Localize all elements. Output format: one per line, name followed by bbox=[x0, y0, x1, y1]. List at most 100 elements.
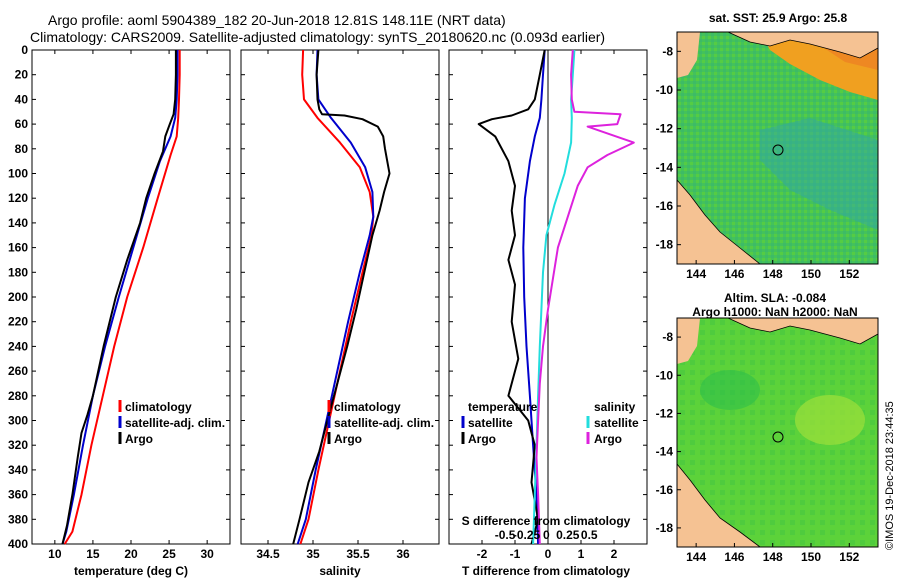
y-tick-label: 80 bbox=[15, 142, 29, 156]
sst-map-cool-region bbox=[760, 118, 878, 230]
map-y-tick-label: -12 bbox=[656, 406, 674, 420]
temperature-xlabel: temperature (deg C) bbox=[74, 564, 188, 578]
map-y-tick-label: -16 bbox=[656, 199, 674, 213]
sst-map-argo-location bbox=[772, 144, 784, 156]
sla-map-title-line2: Argo h1000: NaN h2000: NaN bbox=[692, 305, 857, 319]
series-line-argo bbox=[61, 50, 177, 545]
map-x-tick-label: 146 bbox=[724, 267, 744, 281]
sst-map-frame bbox=[676, 31, 879, 265]
y-tick-label: 320 bbox=[8, 438, 28, 452]
sst-map-land-qld bbox=[677, 180, 760, 264]
sla-map-land-west bbox=[677, 318, 700, 364]
y-tick-label: 360 bbox=[8, 488, 28, 502]
salinity-axes-frame bbox=[240, 49, 440, 545]
sst-map-coastline bbox=[727, 32, 878, 59]
map-x-tick-label: 148 bbox=[763, 267, 783, 281]
sst-map-coastline bbox=[677, 179, 761, 264]
map-y-tick-label: -18 bbox=[656, 238, 674, 252]
sst-map-land-png bbox=[728, 32, 878, 58]
y-tick-label: 380 bbox=[8, 512, 28, 526]
x-tick-label: 25 bbox=[162, 547, 176, 561]
x-tick-label: 35.5 bbox=[346, 547, 370, 561]
x-tick-label: 0 bbox=[545, 547, 552, 561]
legend-climatology-label: climatology bbox=[125, 400, 192, 414]
difference-top-axis-label: S difference from climatology bbox=[462, 514, 631, 528]
sla-map-coastline bbox=[677, 463, 761, 547]
x-tick-label: 36 bbox=[396, 547, 410, 561]
sla-map: Altim. SLA: -0.084 Argo h1000: NaN h2000… bbox=[656, 291, 879, 564]
map-y-tick-label: -14 bbox=[656, 160, 674, 174]
series-line-t-argo bbox=[477, 49, 546, 545]
sla-map-frame bbox=[676, 317, 879, 548]
sla-map-coastline bbox=[727, 318, 878, 345]
map-y-tick-label: -18 bbox=[656, 521, 674, 535]
map-y-tick-label: -12 bbox=[656, 122, 674, 136]
map-y-tick-label: -8 bbox=[662, 44, 673, 58]
y-tick-label: 260 bbox=[8, 364, 28, 378]
legend-s-argo-label: Argo bbox=[594, 432, 622, 446]
map-y-tick-label: -16 bbox=[656, 483, 674, 497]
x-tick-label: 2 bbox=[611, 547, 618, 561]
x-tick-label: 35 bbox=[306, 547, 320, 561]
y-tick-label: 120 bbox=[8, 191, 28, 205]
x-tick-label: 10 bbox=[48, 547, 62, 561]
map-y-tick-label: -8 bbox=[662, 330, 673, 344]
s-diff-tick-label: 0.5 bbox=[581, 528, 598, 542]
salinity-legend: climatology satellite-adj. clim. Argo bbox=[327, 400, 434, 446]
difference-legend: temperature satellite Argo salinity sate… bbox=[461, 400, 639, 446]
y-tick-label: 60 bbox=[15, 117, 29, 131]
y-tick-label: 160 bbox=[8, 241, 28, 255]
y-tick-label: 180 bbox=[8, 265, 28, 279]
series-line-argo bbox=[292, 49, 391, 545]
y-tick-label: 20 bbox=[15, 68, 29, 82]
salinity-panel: 34.5 35 35.5 36 salinity climatology satell… bbox=[240, 49, 440, 578]
sla-map-low-region bbox=[700, 370, 760, 410]
map-x-tick-label: 152 bbox=[839, 550, 859, 564]
y-tick-label: 340 bbox=[8, 463, 28, 477]
figure-title-line2: Climatology: CARS2009. Satellite-adjuste… bbox=[30, 29, 605, 45]
map-x-tick-label: 150 bbox=[801, 267, 821, 281]
imos-stamp: ©IMOS 19-Dec-2018 23:44:35 bbox=[884, 401, 896, 550]
difference-panel: -2 -1 0 1 2 S difference from climatology -0… bbox=[448, 49, 648, 578]
x-tick-label: -1 bbox=[510, 547, 521, 561]
map-x-tick-label: 144 bbox=[686, 550, 706, 564]
map-x-tick-label: 152 bbox=[839, 267, 859, 281]
salinity-xlabel: salinity bbox=[319, 564, 361, 578]
sla-map-land-qld bbox=[677, 464, 760, 547]
map-x-tick-label: 146 bbox=[724, 550, 744, 564]
sla-map-title-line1: Altim. SLA: -0.084 bbox=[724, 291, 826, 305]
y-tick-label: 0 bbox=[21, 43, 28, 57]
y-tick-label: 240 bbox=[8, 339, 28, 353]
x-tick-label: 30 bbox=[200, 547, 214, 561]
map-x-tick-label: 148 bbox=[763, 550, 783, 564]
map-x-tick-label: 150 bbox=[801, 550, 821, 564]
x-tick-label: 15 bbox=[86, 547, 100, 561]
y-tick-label: 400 bbox=[8, 537, 28, 551]
series-line-climatology bbox=[63, 50, 181, 545]
legend-t-argo-label: Argo bbox=[468, 432, 496, 446]
y-tick-label: 100 bbox=[8, 167, 28, 181]
s-diff-tick-label: 0.25 bbox=[556, 528, 580, 542]
legend-temperature-title: temperature bbox=[468, 400, 538, 414]
x-tick-label: 20 bbox=[124, 547, 138, 561]
y-tick-label: 220 bbox=[8, 315, 28, 329]
temperature-axes-frame bbox=[31, 49, 231, 545]
s-diff-tick-label: 0 bbox=[543, 528, 550, 542]
legend-s-satellite-label: satellite bbox=[594, 416, 639, 430]
series-line-satellite-adj-clim- bbox=[61, 50, 179, 545]
x-tick-label: 34.5 bbox=[256, 547, 280, 561]
sst-map: sat. SST: 25.9 Argo: 25.8 144 146 148 150 15… bbox=[656, 11, 879, 281]
s-diff-tick-label: -0.25 bbox=[513, 528, 541, 542]
figure-title-line1: Argo profile: aoml 5904389_182 20-Jun-20… bbox=[48, 12, 506, 28]
y-tick-label: 300 bbox=[8, 414, 28, 428]
legend-argo-label: Argo bbox=[125, 432, 153, 446]
legend-salinity-title: salinity bbox=[594, 400, 636, 414]
legend-satellite-label: satellite-adj. clim. bbox=[125, 416, 225, 430]
temperature-panel: 0 20 40 60 80 100 120 140 160 180 200 220 240 260 280 3… bbox=[8, 43, 231, 578]
sla-map-land-png bbox=[728, 318, 878, 344]
difference-xlabel: T difference from climatology bbox=[462, 564, 630, 578]
legend-t-satellite-label: satellite bbox=[468, 416, 513, 430]
x-tick-label: 1 bbox=[578, 547, 585, 561]
legend-satellite-label: satellite-adj. clim. bbox=[334, 416, 434, 430]
